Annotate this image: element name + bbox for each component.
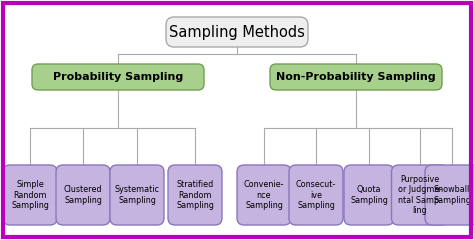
- FancyBboxPatch shape: [110, 165, 164, 225]
- Text: Quota
Sampling: Quota Sampling: [350, 185, 388, 205]
- FancyBboxPatch shape: [270, 64, 442, 90]
- Text: Purposive
or Judgme-
ntal Samp-
ling: Purposive or Judgme- ntal Samp- ling: [398, 175, 442, 215]
- FancyBboxPatch shape: [166, 17, 308, 47]
- Text: Sampling Methods: Sampling Methods: [169, 24, 305, 40]
- Text: Clustered
Sampling: Clustered Sampling: [64, 185, 102, 205]
- Text: Consecut-
ive
Sampling: Consecut- ive Sampling: [296, 180, 336, 210]
- FancyBboxPatch shape: [344, 165, 394, 225]
- Text: Convenie-
nce
Sampling: Convenie- nce Sampling: [244, 180, 284, 210]
- Text: Probability Sampling: Probability Sampling: [53, 72, 183, 82]
- FancyBboxPatch shape: [3, 165, 57, 225]
- FancyBboxPatch shape: [32, 64, 204, 90]
- FancyBboxPatch shape: [56, 165, 110, 225]
- Text: Simple
Random
Sampling: Simple Random Sampling: [11, 180, 49, 210]
- FancyBboxPatch shape: [289, 165, 343, 225]
- Text: Non-Probability Sampling: Non-Probability Sampling: [276, 72, 436, 82]
- FancyBboxPatch shape: [168, 165, 222, 225]
- FancyBboxPatch shape: [392, 165, 448, 225]
- Text: Snowball
Sampling: Snowball Sampling: [433, 185, 471, 205]
- FancyBboxPatch shape: [425, 165, 474, 225]
- Text: Systematic
Sampling: Systematic Sampling: [115, 185, 159, 205]
- FancyBboxPatch shape: [237, 165, 291, 225]
- Text: Stratified
Random
Sampling: Stratified Random Sampling: [176, 180, 214, 210]
